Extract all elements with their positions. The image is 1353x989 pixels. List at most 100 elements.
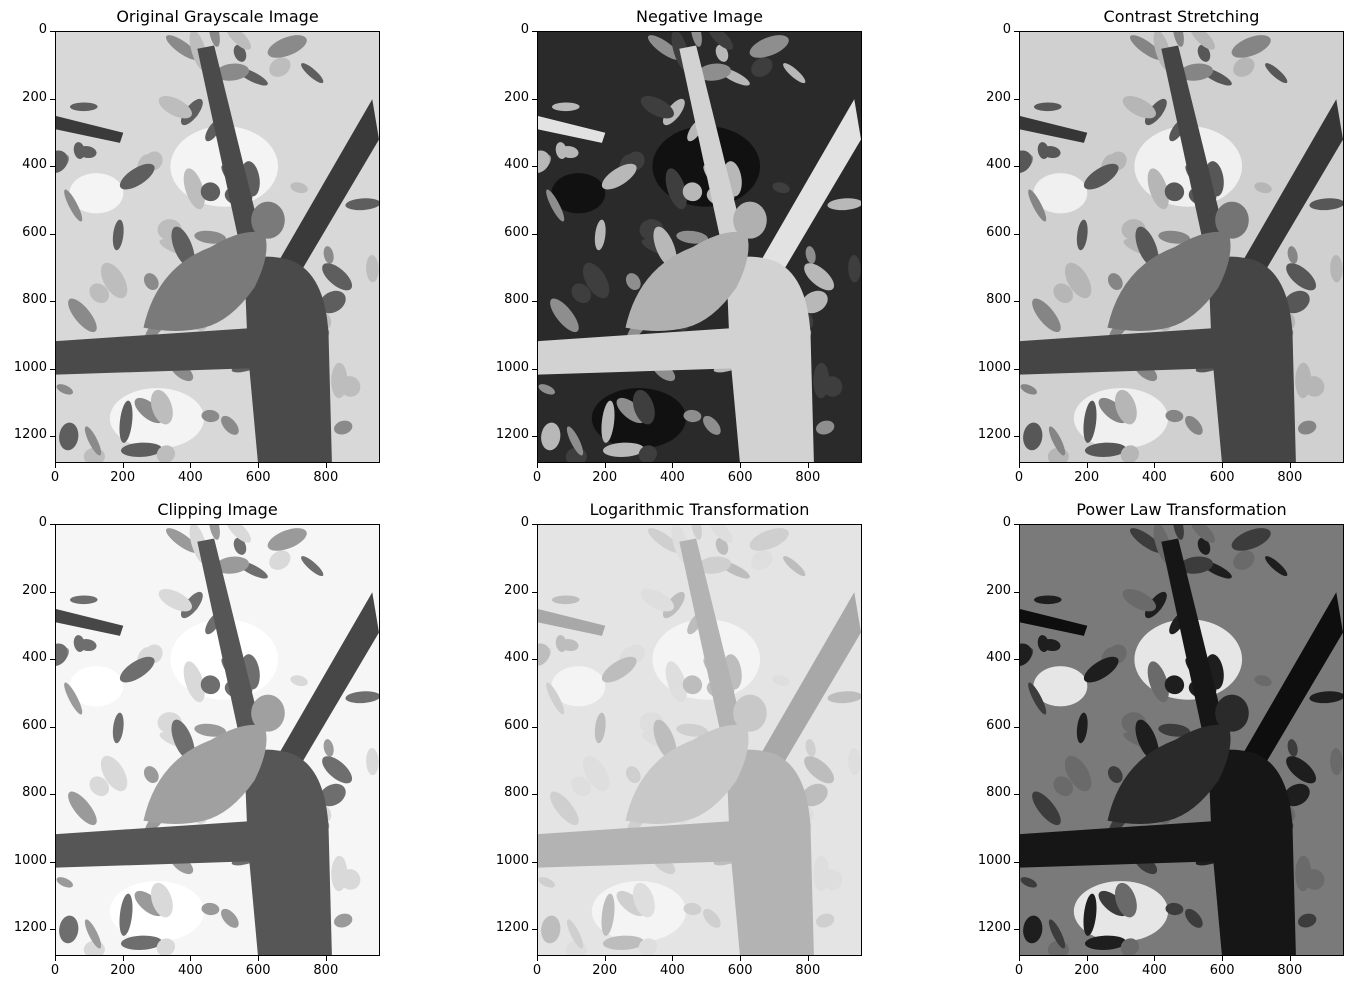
- leaf-shape: [233, 44, 247, 62]
- leaf-shape: [322, 263, 353, 291]
- leaf-shape: [708, 525, 733, 543]
- leaf-shape: [546, 682, 565, 715]
- leaf-shape: [120, 442, 163, 457]
- y-tick-mark: [50, 591, 55, 593]
- x-tick-mark: [537, 956, 538, 961]
- leaf-shape: [638, 445, 658, 462]
- leaf-shape: [1107, 273, 1123, 291]
- leaf-shape: [194, 723, 227, 737]
- leaf-shape: [1020, 384, 1038, 395]
- y-tick-label: 800: [504, 292, 529, 307]
- y-tick-mark: [532, 794, 537, 795]
- leaf-shape: [1233, 550, 1255, 570]
- leaf-shape: [653, 719, 677, 760]
- leaf-shape: [1172, 525, 1184, 540]
- leaf-shape: [1265, 63, 1288, 84]
- leaf-shape: [340, 869, 361, 890]
- leaf-shape: [1053, 776, 1074, 797]
- leaf-shape: [165, 528, 199, 554]
- leaf-shape: [1135, 719, 1159, 760]
- y-tick-mark: [50, 301, 55, 302]
- y-tick-label: 800: [504, 785, 529, 800]
- leaf-shape: [1165, 902, 1184, 916]
- leaf-shape: [267, 35, 307, 58]
- leaf-shape: [158, 589, 192, 612]
- x-tick-label: 0: [532, 470, 542, 485]
- x-tick-mark: [1222, 956, 1224, 961]
- leaf-shape: [290, 675, 308, 687]
- x-tick-mark: [1086, 956, 1088, 961]
- y-tick-mark: [532, 524, 537, 525]
- leaf-shape: [697, 556, 732, 574]
- leaf-shape: [180, 591, 203, 619]
- leaf-shape: [560, 145, 579, 159]
- y-tick-mark: [1014, 166, 1019, 167]
- y-tick-mark: [532, 591, 537, 593]
- trunk-shape: [244, 749, 332, 955]
- leaf-shape: [1129, 35, 1163, 61]
- leaf-shape: [1023, 422, 1043, 451]
- cat-head-shape: [251, 201, 285, 239]
- x-tick-mark: [740, 956, 742, 961]
- branch-shape: [197, 45, 265, 268]
- panel-title: Contrast Stretching: [1103, 7, 1260, 26]
- cat-head-shape: [1215, 694, 1249, 732]
- leaf-shape: [647, 528, 681, 554]
- leaf-shape: [690, 525, 702, 540]
- y-tick-label: 200: [22, 89, 47, 105]
- x-tick-mark: [807, 463, 809, 468]
- y-tick-mark: [1014, 524, 1019, 525]
- leaf-shape: [233, 537, 247, 555]
- leaf-shape: [112, 712, 124, 744]
- y-tick-mark: [1014, 98, 1019, 100]
- branch-shape: [1161, 538, 1229, 761]
- leaf-shape: [551, 102, 580, 112]
- leaf-shape: [676, 723, 709, 737]
- leaf-shape: [1053, 283, 1074, 304]
- leaf-shape: [120, 935, 163, 950]
- x-tick-label: 600: [245, 470, 271, 485]
- leaf-shape: [221, 415, 239, 435]
- leaf-shape: [662, 591, 685, 619]
- leaf-shape: [334, 913, 353, 928]
- leaf-shape: [822, 376, 843, 397]
- y-tick-label: 200: [986, 582, 1011, 598]
- leaf-shape: [1283, 783, 1310, 807]
- leaf-shape: [1083, 656, 1119, 683]
- leaf-shape: [68, 298, 97, 333]
- leaf-shape: [594, 712, 606, 744]
- image-render: [56, 525, 379, 955]
- x-tick-mark: [604, 956, 606, 961]
- y-tick-mark: [532, 436, 537, 437]
- leaf-shape: [751, 550, 773, 570]
- leaf-shape: [805, 246, 816, 264]
- leaf-shape: [1064, 755, 1092, 792]
- leaf-shape: [816, 913, 835, 928]
- leaf-shape: [665, 168, 687, 210]
- leaf-shape: [804, 756, 835, 784]
- leaf-shape: [690, 32, 702, 47]
- branch-shape: [1235, 592, 1343, 781]
- leaf-shape: [112, 219, 124, 251]
- leaf-shape: [366, 748, 379, 776]
- y-tick-mark: [50, 233, 55, 235]
- leaf-shape: [1304, 376, 1325, 397]
- x-tick-mark: [1154, 463, 1156, 468]
- leaf-shape: [1309, 691, 1343, 704]
- leaf-shape: [1190, 32, 1215, 50]
- y-tick-mark: [532, 659, 537, 660]
- y-tick-label: 600: [22, 717, 47, 733]
- cat-head-shape: [733, 201, 767, 239]
- leaf-shape: [772, 182, 790, 194]
- y-tick-mark: [1014, 233, 1019, 235]
- y-tick-label: 200: [504, 582, 529, 598]
- y-tick-mark: [532, 233, 537, 235]
- leaf-shape: [143, 766, 159, 784]
- x-tick-mark: [1086, 463, 1088, 468]
- x-tick-mark: [55, 956, 56, 961]
- leaf-shape: [1179, 63, 1214, 81]
- cat-shape: [1107, 724, 1231, 824]
- y-tick-label: 1000: [977, 359, 1011, 375]
- branch-shape: [1020, 608, 1088, 636]
- x-tick-label: 0: [1014, 470, 1024, 485]
